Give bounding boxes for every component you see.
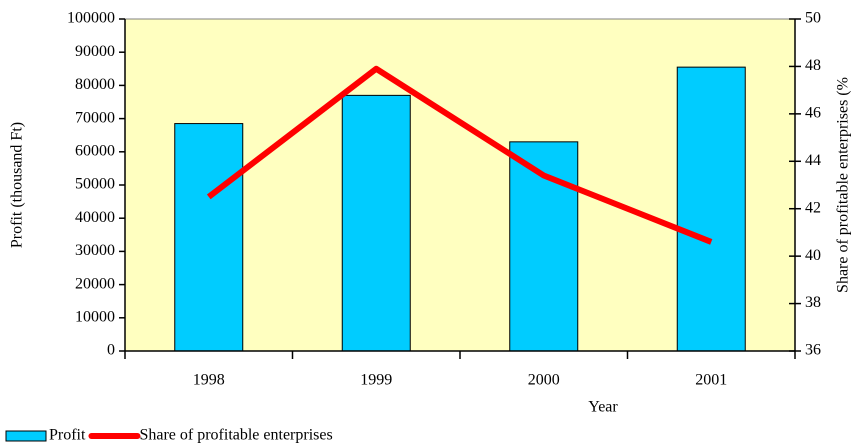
y-tick-label: 30000	[75, 242, 115, 259]
legend-label: Share of profitable enterprises	[139, 427, 332, 444]
y-tick-label: 0	[107, 342, 115, 359]
line-series	[206, 65, 713, 245]
y-tick-label: 10000	[75, 308, 115, 325]
legend-label: Profit	[49, 427, 86, 444]
x-tick-label: 2000	[528, 372, 560, 389]
y-tick-label: 20000	[75, 275, 115, 292]
legend-swatch	[5, 430, 47, 442]
y-tick-label: 70000	[75, 109, 115, 126]
y-tick-label: 100000	[67, 10, 115, 27]
bar	[341, 94, 411, 352]
y2-tick-label: 44	[805, 152, 821, 169]
y2-tick-label: 36	[805, 342, 821, 359]
y-tick-label: 60000	[75, 142, 115, 159]
y-tick-label: 90000	[75, 43, 115, 60]
x-tick-label: 2001	[695, 372, 727, 389]
x-tick-label: 1998	[193, 372, 225, 389]
x-axis-label: Year	[588, 399, 618, 416]
y2-tick-label: 40	[805, 247, 821, 264]
y-tick-label: 50000	[75, 176, 115, 193]
y2-tick-label: 38	[805, 294, 821, 311]
y-tick-label: 80000	[75, 76, 115, 93]
y2-tick-label: 46	[805, 105, 821, 122]
y2-tick-label: 42	[805, 199, 821, 216]
y2-tick-label: 48	[805, 57, 821, 74]
bar	[174, 123, 244, 352]
x-tick-label: 1999	[360, 372, 392, 389]
bar	[676, 66, 746, 352]
y2-axis-label: Share of profitable enterprises (%	[835, 77, 852, 293]
y2-tick-label: 50	[805, 10, 821, 27]
y-tick-label: 40000	[75, 209, 115, 226]
y-axis-label: Profit (thousand Ft)	[9, 122, 26, 248]
